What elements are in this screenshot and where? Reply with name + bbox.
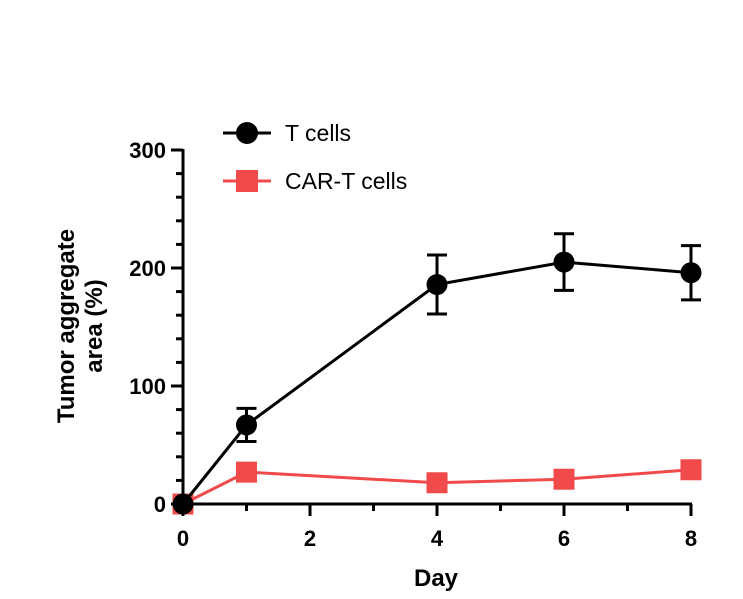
y-axis-title-line-1: Tumor aggregate — [53, 229, 80, 423]
y-tick-label: 200 — [129, 256, 166, 281]
legend-item: T cells — [223, 120, 351, 146]
data-point — [236, 414, 257, 436]
data-point — [680, 459, 702, 481]
y-axis-title-line-2: area (%) — [81, 279, 108, 372]
data-point — [426, 472, 448, 494]
data-point — [236, 461, 257, 483]
x-tick-label: 0 — [177, 526, 189, 551]
x-tick-label: 8 — [685, 526, 697, 551]
series-layer — [172, 232, 702, 515]
legend-marker — [236, 122, 258, 144]
data-point — [553, 468, 575, 490]
data-point — [172, 493, 194, 515]
legend-marker — [236, 170, 258, 192]
x-tick-label: 6 — [558, 526, 570, 551]
data-point — [680, 262, 702, 284]
data-point — [426, 274, 448, 296]
y-tick-label: 100 — [129, 374, 166, 399]
legend-label: CAR-T cells — [285, 168, 407, 194]
legend-item: CAR-T cells — [223, 168, 407, 194]
axes: 0 100 200 300 0 2 4 6 8 — [129, 138, 697, 551]
x-axis-title: Day — [414, 565, 459, 592]
y-tick-label: 300 — [129, 138, 166, 163]
y-axis-title: Tumor aggregate area (%) — [53, 229, 108, 423]
y-tick-label: 0 — [154, 492, 166, 517]
legend-label: T cells — [285, 120, 351, 146]
legend: T cells CAR-T cells — [223, 120, 407, 194]
x-tick-label: 2 — [304, 526, 316, 551]
data-point — [553, 251, 575, 273]
series-t-cells — [172, 232, 702, 515]
x-tick-label: 4 — [431, 526, 444, 551]
